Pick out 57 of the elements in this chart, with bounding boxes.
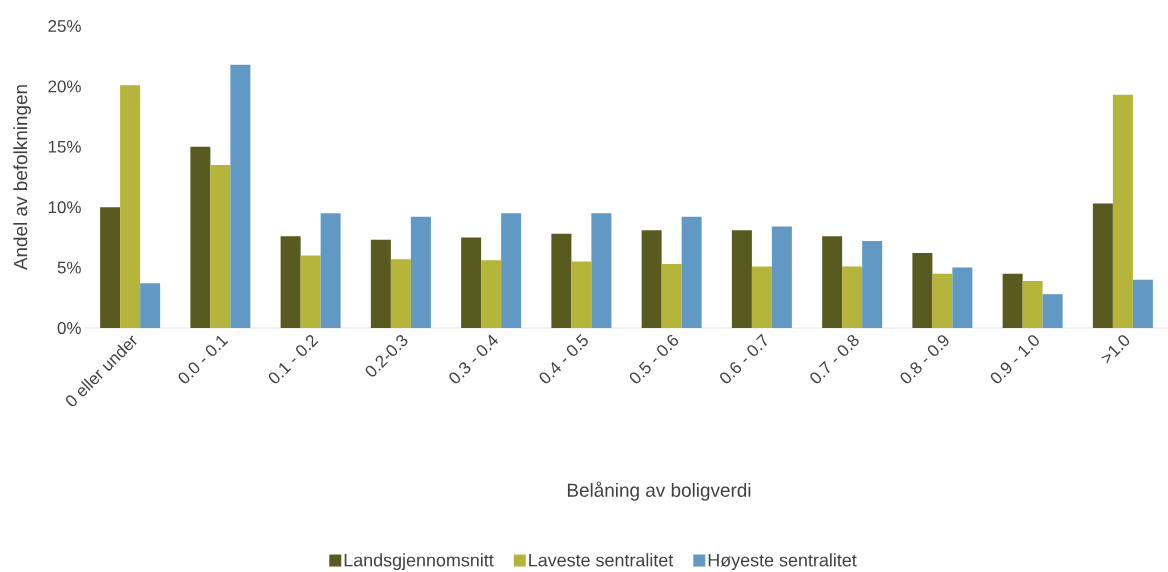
legend-label: Laveste sentralitet: [529, 553, 674, 567]
y-tick-label: 5%: [57, 261, 81, 274]
bar: [751, 266, 772, 328]
x-tick-label: >1.0: [1101, 335, 1130, 364]
bar: [731, 230, 752, 328]
bar: [461, 237, 482, 328]
bar: [952, 267, 973, 328]
legend-label: Landsgjennomsnitt: [344, 553, 494, 571]
bar: [320, 213, 341, 328]
x-tick-label: 0.5 - 0.6: [629, 334, 679, 384]
bar: [661, 263, 682, 328]
bar: [771, 226, 792, 328]
x-tick-label: 0.0 - 0.1: [178, 335, 229, 384]
bar: [501, 213, 522, 328]
bar: [551, 233, 572, 328]
bar: [280, 236, 301, 328]
legend-label: Høyeste sentralitet: [708, 553, 857, 571]
bar: [591, 213, 612, 328]
bar: [190, 146, 211, 328]
y-tick-label: 15%: [48, 140, 81, 153]
x-tick-label: 0.1 - 0.2: [268, 334, 319, 384]
x-tick-label: 0.9 - 1.0: [990, 335, 1039, 384]
x-tick-label: 0.4 - 0.5: [539, 334, 588, 384]
bar: [100, 207, 121, 328]
bar: [932, 273, 953, 328]
bar: [230, 64, 251, 328]
bar: [1002, 273, 1023, 328]
bar: [300, 255, 321, 328]
bar: [210, 164, 231, 328]
bar: [912, 253, 933, 328]
bar: [1132, 279, 1153, 328]
x-tick-label: 0.8 - 0.9: [900, 335, 949, 384]
x-tick-label: 0.3 - 0.4: [449, 334, 498, 384]
x-tick-label: 0.7 - 0.8: [810, 334, 859, 384]
bar: [571, 261, 592, 328]
bar: [1022, 280, 1043, 328]
bar: [140, 283, 161, 328]
y-tick-label: 20%: [48, 80, 81, 93]
bar: [370, 239, 391, 328]
bar: [390, 259, 411, 328]
y-tick-label: 25%: [48, 20, 81, 32]
bar: [410, 216, 431, 328]
bar: [681, 216, 702, 328]
bar: [641, 230, 662, 328]
bar: [842, 266, 863, 328]
bar: [862, 241, 883, 328]
x-axis-title: Belåning av boligverdi: [567, 481, 751, 501]
y-tick-label: 10%: [48, 201, 81, 214]
bar: [1092, 203, 1113, 328]
x-tick-label: 0.6 - 0.7: [720, 333, 767, 384]
y-tick-label: 0%: [57, 322, 81, 334]
bar: [481, 260, 502, 328]
bar: [822, 236, 843, 328]
bar: [1112, 94, 1133, 328]
y-axis-title: Andel av befolkningen: [13, 85, 31, 271]
bar: [1042, 294, 1063, 328]
bar: [120, 85, 141, 328]
